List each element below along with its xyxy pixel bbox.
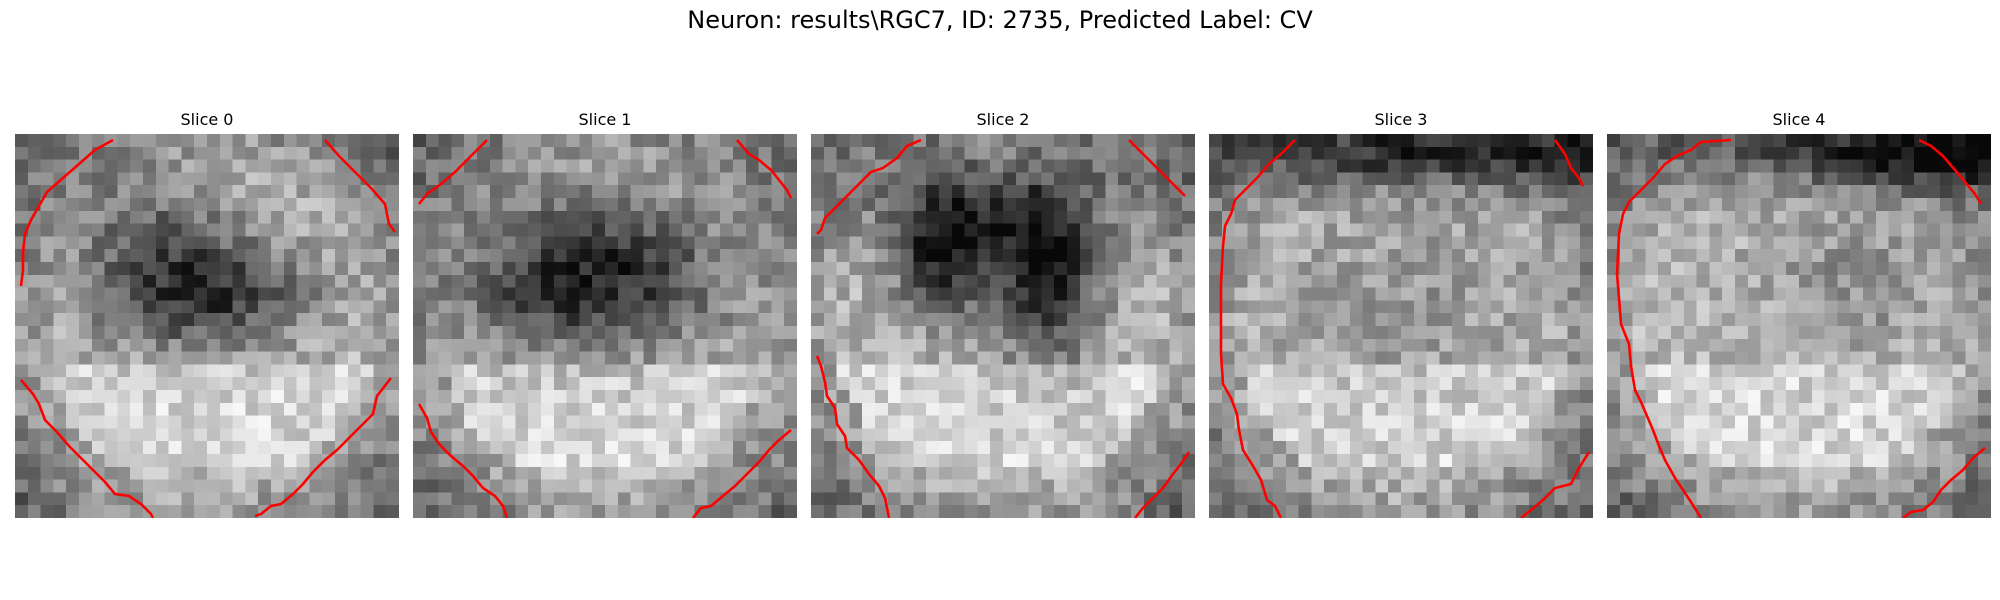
roi-contour — [693, 430, 791, 518]
roi-contour — [325, 140, 395, 232]
slice-title: Slice 3 — [1209, 108, 1593, 132]
roi-contour — [21, 380, 153, 518]
roi-contour-overlay — [1607, 134, 1991, 518]
roi-contour — [1135, 452, 1189, 518]
roi-contour — [817, 356, 889, 518]
roi-contour — [737, 140, 791, 198]
roi-contour-overlay — [1209, 134, 1593, 518]
roi-contour — [1129, 140, 1185, 196]
slice-panel-2: Slice 2 — [811, 108, 1195, 132]
slice-title: Slice 0 — [15, 108, 399, 132]
slice-panel-3: Slice 3 — [1209, 108, 1593, 132]
slice-panel-4: Slice 4 — [1607, 108, 1991, 132]
roi-contour — [1903, 448, 1985, 518]
roi-contour — [1221, 140, 1295, 518]
roi-contour — [1521, 452, 1589, 518]
roi-contour — [255, 378, 391, 516]
slice-title: Slice 4 — [1607, 108, 1991, 132]
roi-contour-overlay — [811, 134, 1195, 518]
roi-contour-overlay — [413, 134, 797, 518]
roi-contour — [1617, 140, 1731, 518]
slice-panel-1: Slice 1 — [413, 108, 797, 132]
roi-contour — [21, 140, 113, 286]
roi-contour-overlay — [15, 134, 399, 518]
roi-contour — [817, 140, 921, 234]
slice-title: Slice 1 — [413, 108, 797, 132]
roi-contour — [1919, 140, 1981, 204]
figure-title: Neuron: results\RGC7, ID: 2735, Predicte… — [0, 6, 2000, 34]
slice-title: Slice 2 — [811, 108, 1195, 132]
roi-contour — [1555, 140, 1583, 186]
roi-contour — [419, 404, 507, 518]
slice-panel-0: Slice 0 — [15, 108, 399, 132]
roi-contour — [419, 140, 487, 204]
